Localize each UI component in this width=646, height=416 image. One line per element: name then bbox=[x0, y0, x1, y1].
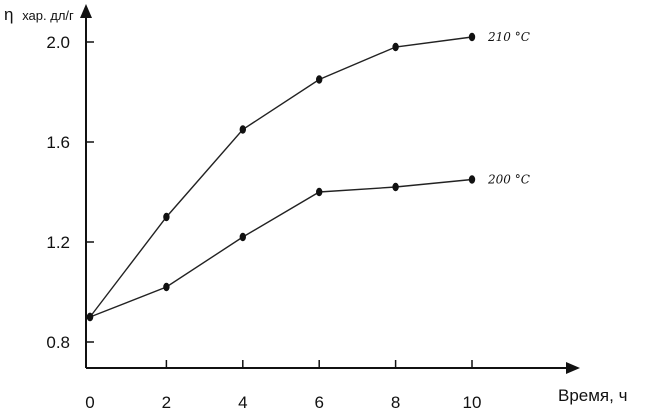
y-axis-arrow-icon bbox=[80, 4, 92, 18]
series-label: 210 °C bbox=[487, 30, 530, 44]
x-axis-title: Время, ч bbox=[558, 386, 627, 405]
data-point bbox=[163, 213, 169, 221]
y-axis-title-sub: хар. дл/г bbox=[22, 8, 74, 23]
x-tick-label: 0 bbox=[85, 393, 94, 412]
y-tick-label: 1.2 bbox=[46, 233, 70, 252]
data-point bbox=[392, 183, 398, 191]
x-axis-arrow-icon bbox=[566, 362, 580, 374]
x-tick-label: 6 bbox=[314, 393, 323, 412]
series-line-2 bbox=[90, 180, 472, 318]
y-tick-label: 0.8 bbox=[46, 333, 70, 352]
x-tick-label: 2 bbox=[162, 393, 171, 412]
data-point bbox=[316, 188, 322, 196]
x-tick-label: 8 bbox=[391, 393, 400, 412]
series-line-1 bbox=[90, 37, 472, 317]
data-point bbox=[316, 75, 322, 83]
y-tick-label: 1.6 bbox=[46, 133, 70, 152]
data-point bbox=[469, 175, 475, 183]
x-tick-label: 10 bbox=[463, 393, 482, 412]
x-tick-label: 4 bbox=[238, 393, 247, 412]
y-axis-title: η хар. дл/г bbox=[4, 5, 74, 24]
y-axis-title-main: η bbox=[4, 5, 13, 24]
data-point bbox=[87, 313, 93, 321]
series-label: 200 °C bbox=[487, 173, 530, 187]
data-point bbox=[469, 33, 475, 41]
y-tick-label: 2.0 bbox=[46, 33, 70, 52]
ticks-group: 0 2 4 6 8 10 0.8 1.2 1.6 2.0 bbox=[46, 33, 481, 412]
data-point bbox=[163, 283, 169, 291]
series-group: 210 °C 200 °C bbox=[87, 30, 530, 321]
data-point bbox=[240, 125, 246, 133]
data-point bbox=[240, 233, 246, 241]
data-point bbox=[392, 43, 398, 51]
